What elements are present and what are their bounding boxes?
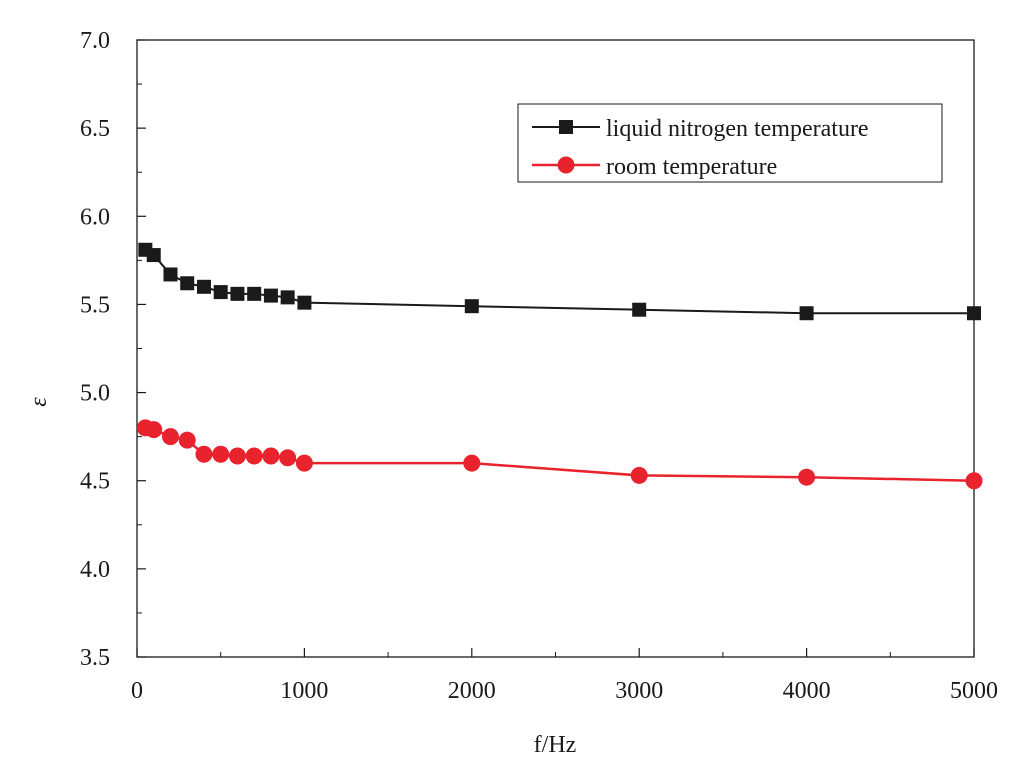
y-tick-label: 7.0 <box>80 28 110 54</box>
legend-marker-circle <box>557 156 575 174</box>
data-point-room-temperature <box>630 466 648 484</box>
y-axis-ticks: 3.5 4.0 4.5 5.0 5.5 6.0 6.5 7.0 <box>80 28 146 671</box>
data-point-liquid-nitrogen <box>799 306 814 321</box>
data-point-liquid-nitrogen <box>967 306 981 321</box>
data-point-room-temperature <box>798 468 816 486</box>
data-point-liquid-nitrogen <box>180 276 195 291</box>
data-point-liquid-nitrogen <box>196 279 211 294</box>
data-point-room-temperature <box>212 445 230 463</box>
data-point-room-temperature <box>965 472 983 490</box>
data-point-liquid-nitrogen <box>632 302 647 317</box>
x-tick-label: 1000 <box>280 678 328 704</box>
data-point-liquid-nitrogen <box>263 288 278 303</box>
data-point-room-temperature <box>195 445 213 463</box>
x-tick-label: 0 <box>131 678 143 704</box>
x-tick-label: 5000 <box>950 678 998 704</box>
x-tick-label: 3000 <box>615 678 663 704</box>
data-point-liquid-nitrogen <box>230 286 245 301</box>
y-tick-label: 5.5 <box>80 292 110 318</box>
data-point-room-temperature <box>463 454 481 472</box>
data-point-room-temperature <box>161 428 179 446</box>
legend-box <box>517 103 943 183</box>
series-line-liquid-nitrogen <box>144 248 974 315</box>
data-point-liquid-nitrogen <box>297 295 312 310</box>
legend-marker-square <box>559 120 573 134</box>
data-point-liquid-nitrogen <box>213 285 228 300</box>
y-tick-label: 3.5 <box>80 645 110 671</box>
data-point-room-temperature <box>178 431 196 449</box>
y-tick-label: 6.5 <box>80 116 110 142</box>
data-point-liquid-nitrogen <box>247 286 262 301</box>
x-axis-ticks: 0 1000 2000 3000 4000 5000 <box>131 648 998 704</box>
data-point-room-temperature <box>262 447 280 465</box>
data-point-liquid-nitrogen <box>146 248 161 263</box>
x-tick-label: 2000 <box>448 678 496 704</box>
data-point-liquid-nitrogen <box>280 290 295 305</box>
legend: liquid nitrogen temperature room tempera… <box>517 103 943 183</box>
series-layer <box>136 242 983 490</box>
data-point-room-temperature <box>145 421 163 439</box>
data-point-liquid-nitrogen <box>464 299 479 314</box>
y-tick-label: 5.0 <box>80 381 110 407</box>
data-point-room-temperature <box>245 447 263 465</box>
data-point-room-temperature <box>279 449 297 467</box>
data-point-liquid-nitrogen <box>163 267 178 282</box>
x-tick-label: 4000 <box>783 678 831 704</box>
x-axis-label: f/Hz <box>534 732 577 758</box>
legend-label-room: room temperature <box>606 154 777 180</box>
y-axis-label: ε <box>26 397 52 407</box>
data-point-room-temperature <box>295 454 313 472</box>
data-point-room-temperature <box>228 447 246 465</box>
y-tick-label: 6.0 <box>80 204 110 230</box>
legend-label-liquid-nitrogen: liquid nitrogen temperature <box>606 116 869 142</box>
y-tick-label: 4.0 <box>80 557 110 583</box>
y-tick-label: 4.5 <box>80 469 110 495</box>
